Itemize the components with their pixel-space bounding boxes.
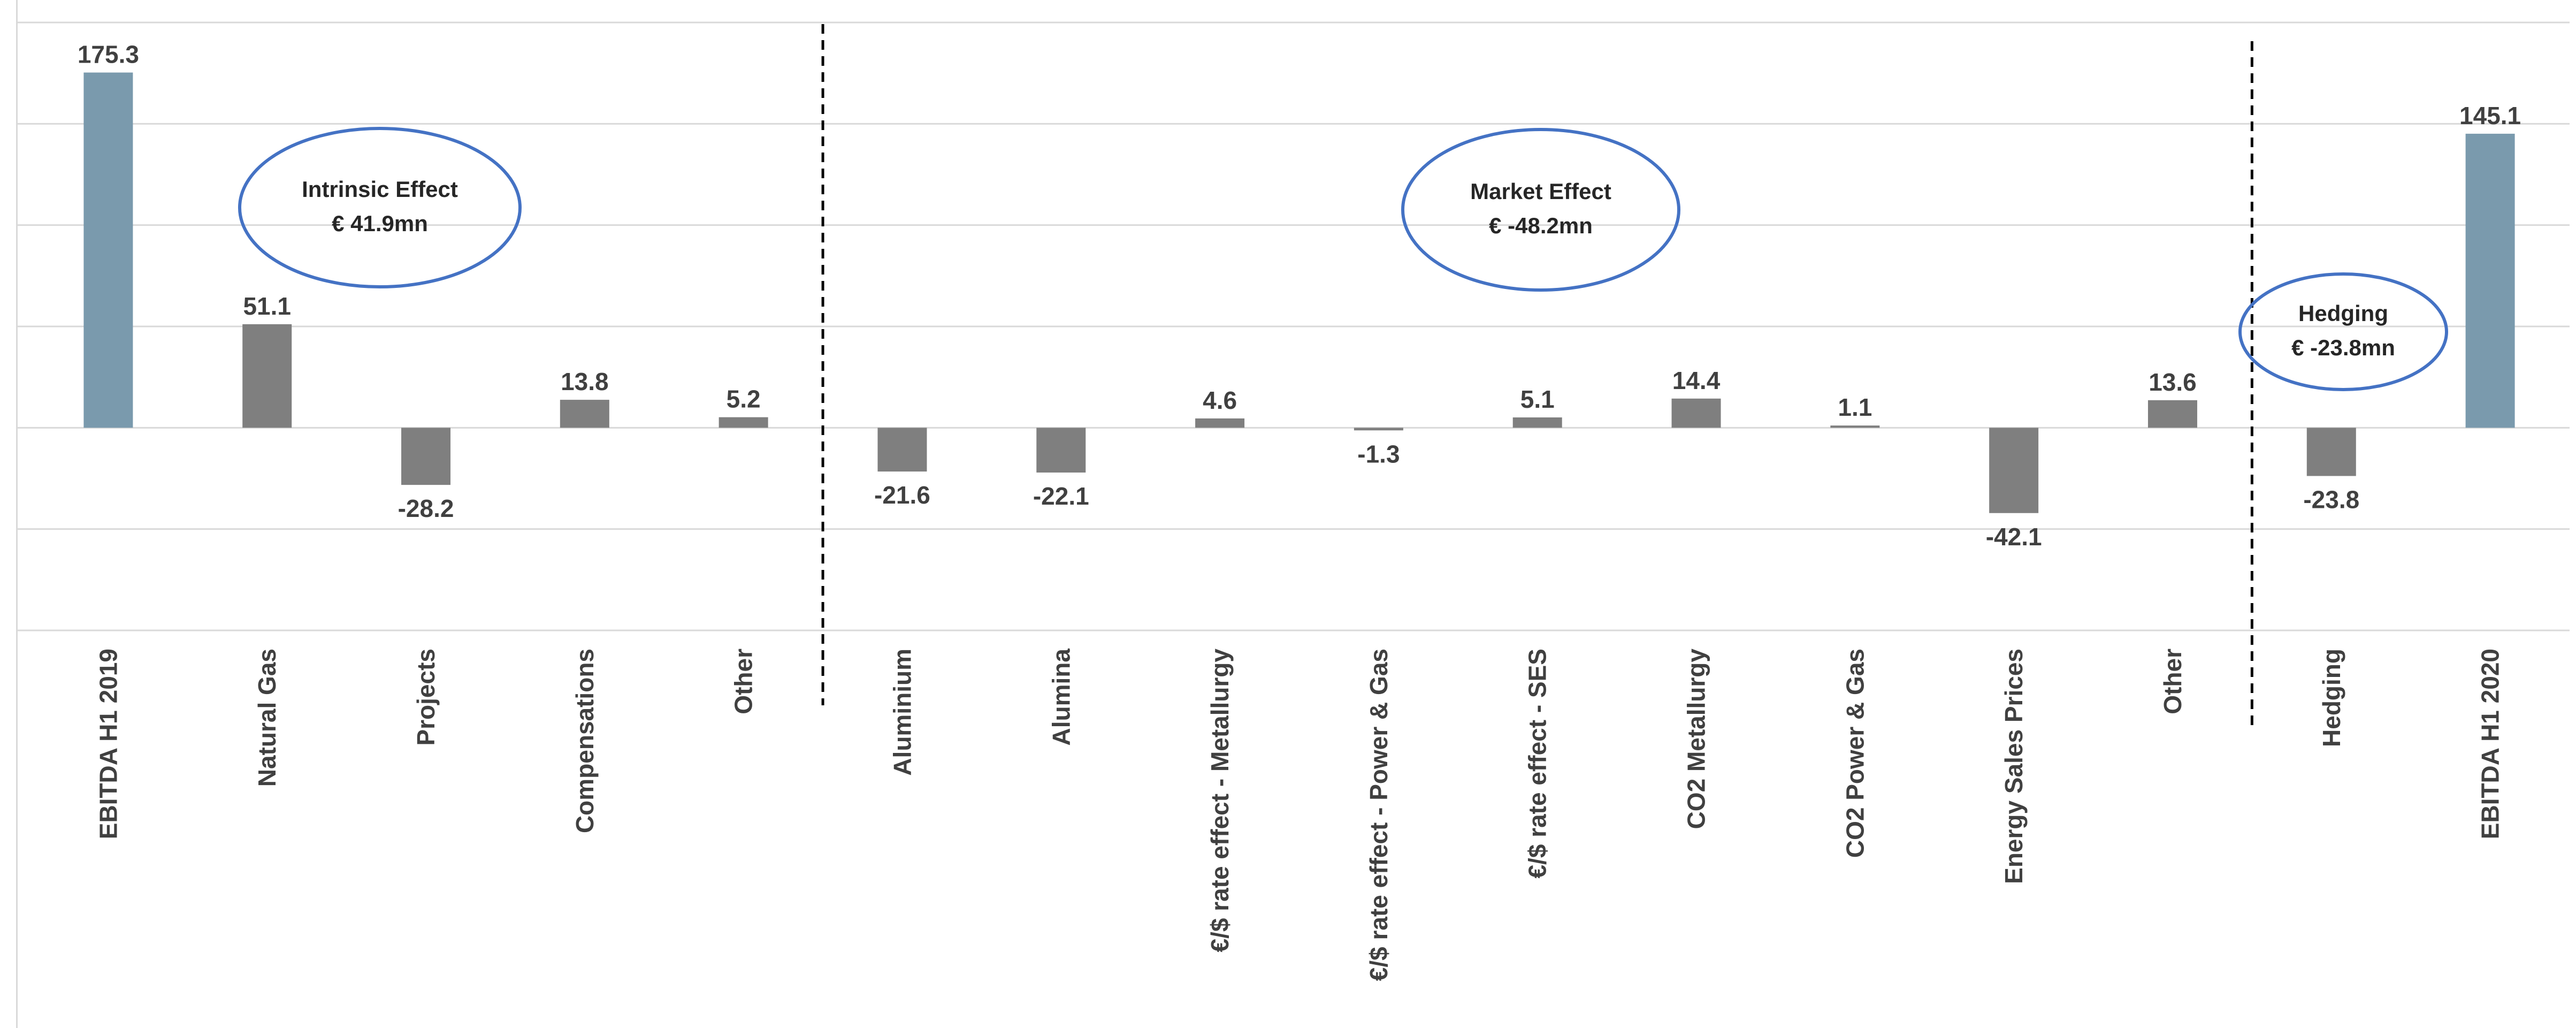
category-tick-label: CO2 Power & Gas — [1841, 649, 1869, 858]
data-label: -21.6 — [874, 481, 930, 509]
data-label: 5.2 — [727, 385, 761, 413]
change-bar — [1671, 398, 1721, 428]
annotation-value: € -23.8mn — [2291, 335, 2395, 360]
data-label: -42.1 — [1986, 523, 2042, 551]
data-label: -1.3 — [1357, 440, 1400, 468]
category-tick-label: €/$ rate effect - Metallurgy — [1206, 649, 1234, 953]
category-tick-label: €/$ rate effect - Power & Gas — [1365, 649, 1393, 981]
category-tick-label: EBITDA H1 2020 — [2476, 649, 2504, 839]
annotation-title: Intrinsic Effect — [302, 177, 458, 202]
bars — [83, 72, 2515, 513]
data-label: 5.1 — [1520, 385, 1555, 413]
annotation-value: € -48.2mn — [1489, 213, 1593, 238]
section-dividers — [821, 24, 2253, 725]
total-bar — [2465, 133, 2515, 428]
category-tick-label: Energy Sales Prices — [2000, 649, 2028, 884]
data-label: 175.3 — [78, 41, 139, 68]
data-label: 14.4 — [1672, 367, 1721, 394]
change-bar — [877, 428, 927, 472]
category-tick-label: CO2 Metallurgy — [1683, 649, 1710, 829]
data-label: 13.8 — [561, 368, 609, 395]
annotation-ellipse — [2238, 272, 2448, 391]
category-tick-label: Hedging — [2318, 649, 2345, 747]
category-tick-label: Compensations — [571, 649, 599, 833]
change-bar — [560, 400, 609, 428]
annotation-title: Market Effect — [1470, 179, 1611, 204]
data-label: 1.1 — [1838, 393, 1872, 421]
data-label: 13.6 — [2149, 368, 2197, 396]
change-bar — [1512, 417, 1562, 428]
data-label: -23.8 — [2303, 485, 2359, 513]
category-tick-label: Alumina — [1047, 649, 1075, 746]
total-bar — [83, 72, 133, 428]
gridlines — [18, 21, 2570, 631]
category-tick-label: €/$ rate effect - SES — [1524, 649, 1551, 879]
change-bar — [1989, 428, 2039, 513]
data-label: -28.2 — [398, 494, 454, 522]
data-label: -22.1 — [1033, 482, 1089, 510]
annotations: Intrinsic Effect € 41.9mn Market Effect € -… — [238, 127, 2448, 391]
category-tick-label: EBITDA H1 2019 — [94, 649, 122, 839]
change-bar — [1036, 428, 1086, 473]
annotation-ellipse — [238, 127, 522, 288]
category-tick-label: Other — [730, 649, 758, 714]
change-bar — [2147, 400, 2197, 428]
category-tick-label: Other — [2159, 649, 2187, 714]
change-bar — [242, 324, 292, 428]
annotation-value: € 41.9mn — [332, 211, 428, 236]
data-label: 4.6 — [1203, 386, 1237, 414]
chart-frame: 175.3 51.1 -28.2 13.8 5.2 -21.6 -22.1 4.6 -1.3 5.… — [16, 0, 2576, 1028]
change-bar — [1195, 418, 1245, 428]
change-bar — [2306, 428, 2356, 476]
value-labels: 175.3 51.1 -28.2 13.8 5.2 -21.6 -22.1 4.6 -1.3 5.… — [78, 41, 2521, 551]
change-bar — [401, 428, 451, 485]
category-tick-label: Natural Gas — [253, 649, 281, 787]
change-bar — [1830, 425, 1880, 428]
category-tick-label: Aluminium — [888, 649, 916, 776]
category-tick-label: Projects — [412, 649, 440, 746]
change-bar — [1354, 428, 1403, 431]
ebitda-bridge-chart: 175.3 51.1 -28.2 13.8 5.2 -21.6 -22.1 4.6 -1.3 5.… — [18, 21, 2570, 981]
annotation-ellipse — [1401, 128, 1680, 292]
annotation-title: Hedging — [2298, 301, 2388, 326]
category-axis: EBITDA H1 2019 Natural Gas Projects Compens… — [94, 649, 2504, 981]
data-label: 145.1 — [2459, 102, 2521, 130]
change-bar — [718, 417, 768, 428]
data-label: 51.1 — [243, 292, 291, 320]
